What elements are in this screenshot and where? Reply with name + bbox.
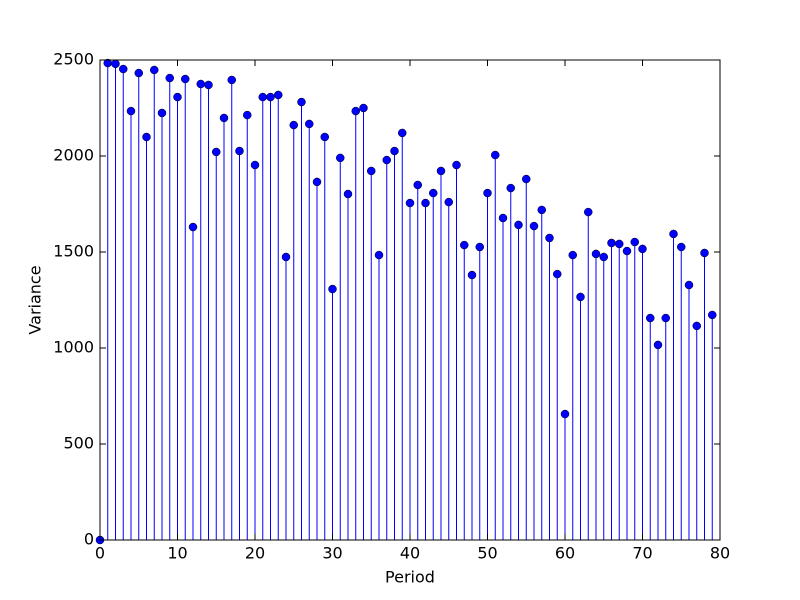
marker [607, 238, 616, 248]
marker [219, 113, 229, 123]
marker [491, 150, 500, 160]
marker [150, 65, 159, 75]
marker [661, 313, 670, 323]
marker [320, 132, 329, 142]
y-tick-label: 1500 [53, 242, 94, 261]
marker [514, 220, 523, 230]
marker [305, 119, 314, 129]
y-tick-label: 1000 [53, 338, 94, 357]
marker [537, 205, 546, 215]
marker [700, 248, 709, 258]
x-tick-label: 80 [710, 544, 730, 563]
marker [188, 222, 198, 232]
marker [250, 160, 260, 170]
marker [134, 68, 143, 78]
marker [312, 177, 322, 187]
marker [553, 269, 562, 279]
marker [398, 128, 407, 138]
marker [119, 64, 128, 74]
marker [638, 244, 647, 254]
marker [630, 237, 639, 247]
marker [196, 79, 205, 89]
marker [274, 90, 283, 100]
marker [669, 229, 678, 239]
marker [568, 250, 577, 260]
marker [529, 221, 539, 231]
marker [374, 250, 384, 260]
marker [599, 252, 608, 262]
marker [506, 183, 515, 193]
marker [615, 239, 624, 249]
marker [204, 80, 213, 90]
y-tick-label: 2500 [53, 50, 94, 69]
marker [653, 340, 663, 350]
marker [692, 321, 701, 331]
marker [413, 180, 422, 190]
x-tick-label: 20 [245, 544, 265, 563]
marker [498, 213, 508, 223]
marker [157, 108, 167, 118]
marker [560, 409, 570, 419]
marker [165, 73, 174, 83]
marker [266, 92, 275, 102]
marker [646, 313, 655, 323]
marker [444, 197, 453, 207]
marker [336, 153, 345, 163]
marker [591, 249, 601, 259]
marker [584, 207, 593, 217]
marker [343, 189, 353, 199]
marker [545, 233, 554, 243]
marker [351, 106, 360, 116]
marker [452, 160, 461, 170]
marker [677, 242, 686, 252]
x-tick-label: 50 [477, 544, 497, 563]
x-tick-label: 60 [555, 544, 575, 563]
x-axis-label: Period [385, 568, 435, 587]
marker [390, 146, 399, 156]
marker [483, 188, 492, 198]
marker [475, 242, 484, 252]
marker [173, 92, 182, 102]
y-tick-label: 500 [63, 434, 94, 453]
x-tick-label: 0 [95, 544, 105, 563]
x-tick-label: 10 [167, 544, 187, 563]
x-tick-label: 30 [322, 544, 342, 563]
marker [382, 155, 391, 165]
marker [227, 75, 236, 85]
marker [576, 292, 585, 302]
marker [111, 59, 120, 69]
marker [289, 120, 298, 130]
marker [328, 284, 337, 294]
marker [142, 132, 151, 142]
marker [467, 270, 477, 280]
marker [281, 252, 291, 262]
marker [258, 92, 267, 102]
marker [367, 166, 376, 176]
marker [421, 198, 430, 208]
marker [522, 174, 531, 184]
marker [622, 246, 632, 256]
marker [243, 110, 252, 120]
marker [235, 146, 244, 156]
marker [359, 103, 368, 113]
marker [405, 198, 415, 208]
y-tick-label: 0 [84, 530, 94, 549]
marker [126, 106, 136, 116]
marker [460, 240, 469, 250]
y-tick-label: 2000 [53, 146, 94, 165]
marker [181, 74, 190, 84]
marker [297, 97, 306, 107]
marker [436, 166, 446, 176]
x-tick-label: 40 [400, 544, 420, 563]
marker [684, 280, 694, 290]
x-tick-label: 70 [632, 544, 652, 563]
marker [212, 147, 221, 157]
marker [708, 310, 717, 320]
y-axis-label: Variance [26, 265, 45, 334]
marker [429, 188, 438, 198]
